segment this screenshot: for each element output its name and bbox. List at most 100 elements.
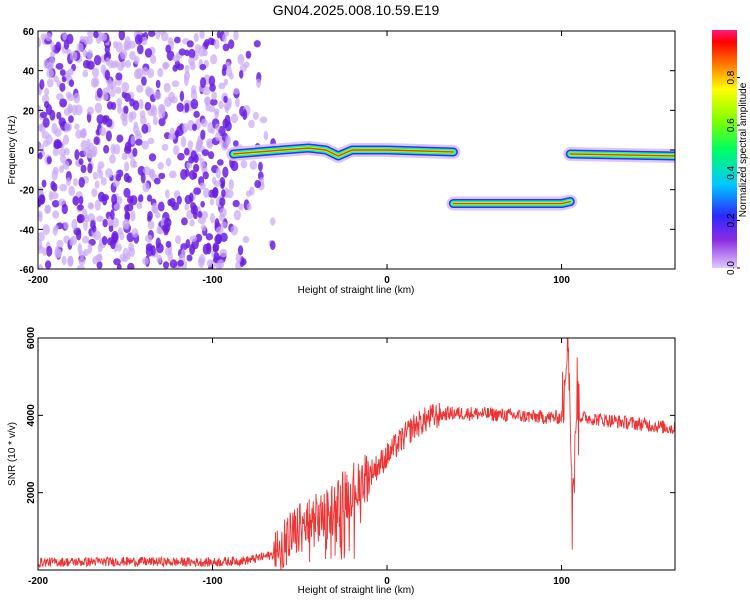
noise-point [112,40,119,49]
noise-point [72,178,78,187]
noise-point [74,123,80,130]
spectrogram-ytick-label: -20 [20,186,35,197]
noise-point [91,188,98,198]
noise-point [207,151,215,160]
noise-point [176,102,184,113]
noise-point [50,41,55,52]
noise-point [153,177,161,185]
noise-point [218,213,225,222]
noise-point [110,88,116,98]
noise-point [245,50,252,59]
noise-point [75,129,83,139]
noise-point [120,49,128,60]
colorbar: 0.0 0.2 0.4 0.6 0.8 Normalized spectral ampl… [712,30,749,275]
noise-point [220,232,228,243]
noise-point [50,180,56,191]
noise-point [190,98,199,110]
noise-point [86,36,94,45]
noise-point [123,44,130,51]
noise-point [38,105,42,114]
noise-point [151,202,159,214]
noise-point [189,235,198,242]
noise-point [91,149,97,158]
noise-point [206,259,214,268]
noise-point [158,31,166,36]
noise-point [199,63,207,71]
noise-point [221,189,226,198]
noise-point [144,234,153,243]
noise-point [87,163,93,174]
noise-point [123,105,129,115]
noise-point [77,204,84,211]
noise-point [213,180,222,187]
noise-point [128,40,136,49]
noise-point [100,64,107,75]
noise-point [148,153,157,162]
noise-point [186,40,194,48]
noise-point [233,209,241,221]
noise-point [162,62,169,70]
noise-point [52,166,59,176]
noise-point [65,177,71,187]
noise-point [162,261,170,269]
noise-point [121,81,130,93]
noise-point [167,199,173,207]
spectrogram-ytick-label: -60 [20,265,35,276]
noise-point [52,210,60,219]
noise-point [193,187,202,195]
noise-point [230,225,239,236]
noise-point [189,219,195,227]
noise-point [78,158,84,165]
noise-point [179,90,185,102]
noise-point [216,159,224,166]
noise-point [200,129,206,140]
noise-point [198,256,205,268]
noise-point [110,143,116,155]
spectrogram-ytick-label: -40 [20,225,35,236]
noise-point [142,182,150,193]
noise-point [81,235,90,244]
noise-point [173,145,180,155]
noise-point [87,148,93,159]
colorbar-tick-label: 0.4 [726,165,737,179]
snr-xtick-label: -200 [28,576,48,587]
noise-point [132,160,138,168]
noise-point [190,206,197,215]
noise-point [53,224,59,232]
noise-point [46,68,54,79]
noise-point [229,72,234,80]
noise-point [130,210,136,222]
noise-point [92,225,97,233]
noise-point [71,218,78,230]
noise-point [238,203,244,211]
noise-point [106,101,114,110]
noise-point [62,31,68,41]
noise-point [91,67,100,78]
noise-point [148,31,156,38]
noise-point [172,64,178,72]
noise-point [235,97,240,108]
noise-point [170,96,178,104]
noise-point [94,102,103,114]
snr-xlabel: Height of straight line (km) [298,585,415,596]
noise-point [181,248,186,258]
noise-point [165,157,172,167]
colorbar-tick-label: 0.6 [726,118,737,132]
noise-point [97,191,105,202]
noise-point [199,31,205,40]
noise-point [129,50,136,61]
noise-point [209,213,215,224]
noise-point [220,221,227,229]
noise-point [94,254,102,263]
noise-point [205,233,214,241]
noise-point [149,54,157,64]
noise-point [100,177,107,186]
snr-ytick-label: 2000 [26,481,37,504]
noise-point [62,134,70,145]
noise-point [39,79,45,90]
spectrogram-xlabel: Height of straight line (km) [298,285,415,296]
noise-point [86,49,94,60]
noise-point [132,100,140,111]
noise-point [78,177,85,188]
noise-point [102,91,109,101]
